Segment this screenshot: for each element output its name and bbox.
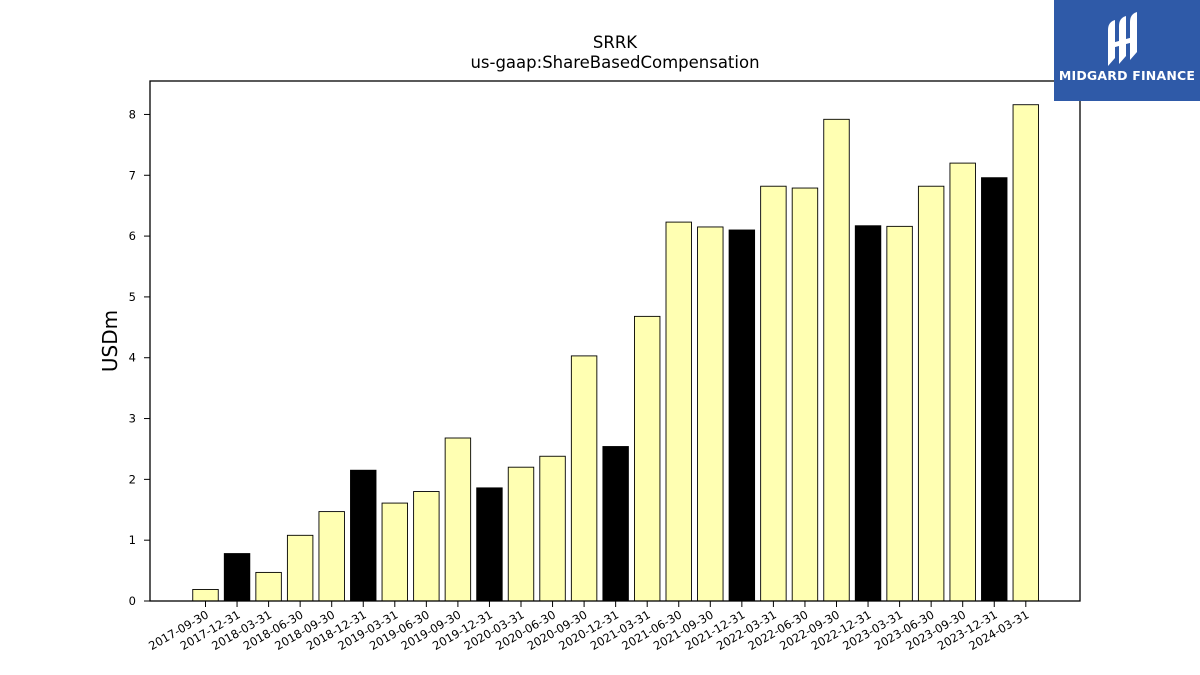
y-tick-label: 2 xyxy=(129,472,136,486)
bars-layer xyxy=(192,104,1039,602)
y-tick-label: 1 xyxy=(129,533,136,547)
bar-2021-12-31 xyxy=(728,229,756,602)
x-axis-ticks: 2017-09-302017-12-312018-03-312018-06-30… xyxy=(146,601,1031,653)
y-tick-label: 7 xyxy=(129,168,136,182)
chart-subtitle: us-gaap:ShareBasedCompensation xyxy=(470,53,759,72)
midgard-logo: MIDGARD FINANCE xyxy=(1054,0,1200,101)
y-tick-label: 4 xyxy=(129,351,136,365)
y-axis-ticks: 0 1 2 3 4 5 6 7 8 xyxy=(129,107,150,608)
bar-2021-03-31 xyxy=(634,315,661,602)
y-tick-label: 3 xyxy=(129,412,136,426)
bar-2023-03-31 xyxy=(886,225,913,602)
bar-2022-12-31 xyxy=(854,225,882,602)
bar-2017-09-30 xyxy=(192,588,219,602)
bar-2018-09-30 xyxy=(318,511,345,602)
logo-text: MIDGARD FINANCE xyxy=(1058,68,1196,83)
bar-2022-06-30 xyxy=(791,187,819,602)
y-tick-label: 5 xyxy=(129,290,136,304)
bar-2020-09-30 xyxy=(570,355,598,602)
bar-2019-12-31 xyxy=(476,487,503,602)
bar-2024-03-31 xyxy=(1012,104,1039,602)
bar-2020-03-31 xyxy=(507,466,535,602)
bar-2023-06-30 xyxy=(917,185,945,602)
plot-frame xyxy=(149,80,1081,602)
bar-2018-12-31 xyxy=(350,469,377,602)
bar-2019-09-30 xyxy=(444,437,472,602)
bar-2018-03-31 xyxy=(255,571,282,602)
bar-2023-09-30 xyxy=(949,162,976,602)
bar-2022-03-31 xyxy=(760,185,787,602)
bar-2023-12-31 xyxy=(981,177,1008,602)
bar-2022-09-30 xyxy=(823,118,850,602)
bar-2021-09-30 xyxy=(697,226,724,602)
bar-2018-06-30 xyxy=(286,534,314,602)
y-tick-label: 0 xyxy=(129,594,136,608)
bar-2019-06-30 xyxy=(413,491,440,602)
y-tick-label: 6 xyxy=(129,229,136,243)
midgard-logo-icon xyxy=(1108,12,1137,66)
chart-title: SRRK xyxy=(593,33,638,52)
bar-2019-03-31 xyxy=(381,502,408,602)
bar-2021-06-30 xyxy=(665,221,692,602)
y-tick-label: 8 xyxy=(129,107,136,121)
bar-2020-06-30 xyxy=(539,455,566,602)
bar-2017-12-31 xyxy=(223,553,251,602)
y-axis-label: USDm xyxy=(98,310,122,372)
bar-2020-12-31 xyxy=(602,446,629,602)
